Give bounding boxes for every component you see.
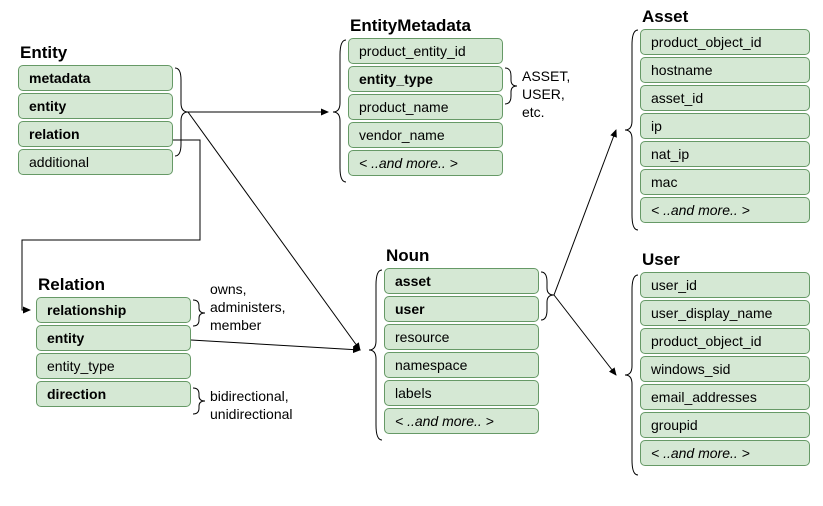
annotation-direction: bidirectional, unidirectional xyxy=(210,387,293,423)
field-relation: relation xyxy=(18,121,173,147)
field-more: < ..and more.. > xyxy=(348,150,503,176)
field-entity-type: entity_type xyxy=(348,66,503,92)
field-user-display-name: user_display_name xyxy=(640,300,810,326)
field-metadata: metadata xyxy=(18,65,173,91)
field-user-id: user_id xyxy=(640,272,810,298)
entity-title: Noun xyxy=(384,246,539,266)
field-product-object-id: product_object_id xyxy=(640,328,810,354)
field-product-name: product_name xyxy=(348,94,503,120)
field-more: < ..and more.. > xyxy=(640,197,810,223)
entity-title: Entity xyxy=(18,43,173,63)
field-mac: mac xyxy=(640,169,810,195)
field-more: < ..and more.. > xyxy=(640,440,810,466)
entity-title: Relation xyxy=(36,275,191,295)
field-more: < ..and more.. > xyxy=(384,408,539,434)
field-asset-id: asset_id xyxy=(640,85,810,111)
annotation-entity-type: ASSET, USER, etc. xyxy=(522,67,570,122)
entity-title: Asset xyxy=(640,7,810,27)
entity-box-entity: Entity metadata entity relation addition… xyxy=(18,43,173,177)
field-email-addresses: email_addresses xyxy=(640,384,810,410)
field-hostname: hostname xyxy=(640,57,810,83)
field-user: user xyxy=(384,296,539,322)
field-namespace: namespace xyxy=(384,352,539,378)
entity-box-asset: Asset product_object_id hostname asset_i… xyxy=(640,7,810,225)
field-product-entity-id: product_entity_id xyxy=(348,38,503,64)
entity-title: EntityMetadata xyxy=(348,16,503,36)
entity-box-noun: Noun asset user resource namespace label… xyxy=(384,246,539,436)
entity-title: User xyxy=(640,250,810,270)
field-groupid: groupid xyxy=(640,412,810,438)
field-asset: asset xyxy=(384,268,539,294)
field-ip: ip xyxy=(640,113,810,139)
field-windows-sid: windows_sid xyxy=(640,356,810,382)
field-resource: resource xyxy=(384,324,539,350)
field-relationship: relationship xyxy=(36,297,191,323)
entity-box-entitymetadata: EntityMetadata product_entity_id entity_… xyxy=(348,16,503,178)
field-entity: entity xyxy=(18,93,173,119)
field-labels: labels xyxy=(384,380,539,406)
field-nat-ip: nat_ip xyxy=(640,141,810,167)
entity-box-user: User user_id user_display_name product_o… xyxy=(640,250,810,468)
field-vendor-name: vendor_name xyxy=(348,122,503,148)
entity-box-relation: Relation relationship entity entity_type… xyxy=(36,275,191,409)
annotation-relationship: owns, administers, member xyxy=(210,280,285,335)
field-additional: additional xyxy=(18,149,173,175)
field-direction: direction xyxy=(36,381,191,407)
field-entity-type: entity_type xyxy=(36,353,191,379)
field-product-object-id: product_object_id xyxy=(640,29,810,55)
field-entity: entity xyxy=(36,325,191,351)
